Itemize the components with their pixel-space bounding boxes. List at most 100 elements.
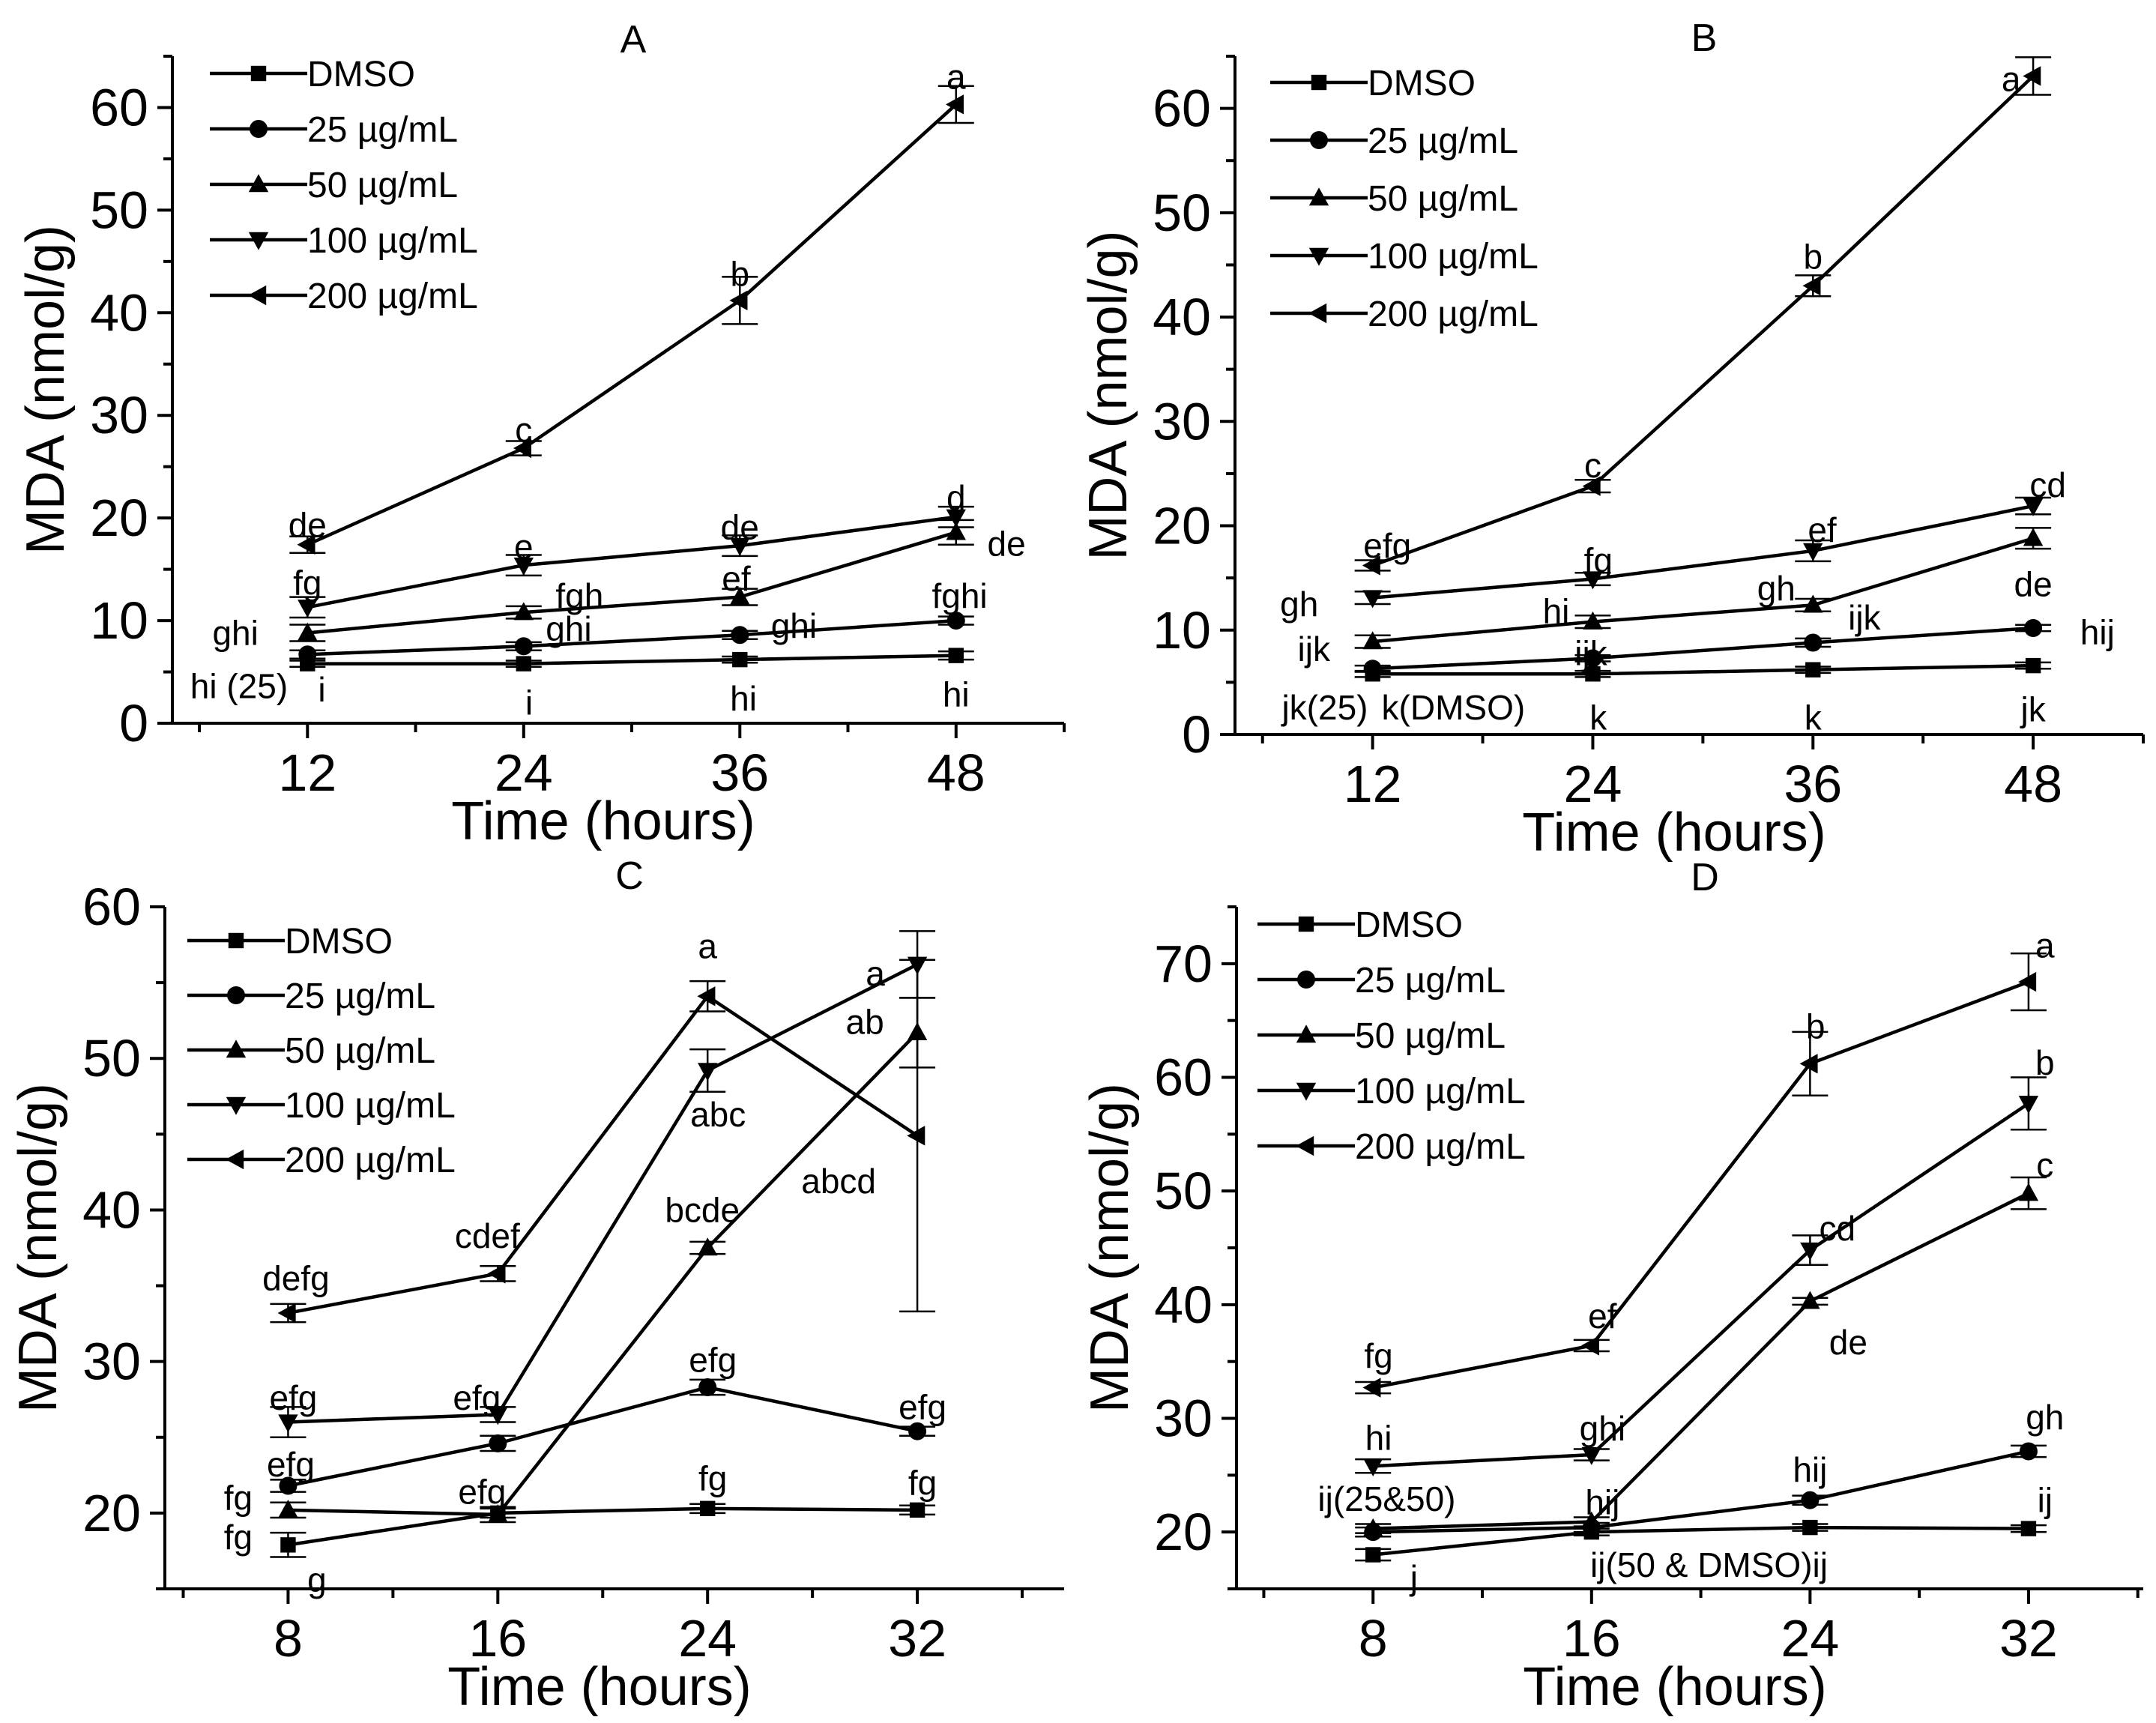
significance-label: k [1805, 698, 1823, 737]
legend-label: 50 µg/mL [1368, 179, 1518, 219]
data-point [278, 1500, 298, 1518]
data-point [1802, 1519, 1818, 1536]
data-point [2023, 498, 2044, 516]
legend-marker [1296, 1135, 1314, 1156]
y-tick-label: 10 [90, 591, 148, 650]
legend-marker [1308, 247, 1329, 266]
data-point [513, 438, 531, 459]
data-point [280, 1537, 296, 1553]
data-point [1804, 633, 1823, 652]
data-point [1580, 1336, 1599, 1356]
significance-label: d [946, 478, 966, 517]
legend-label: 100 µg/mL [1368, 237, 1539, 277]
y-axis-title: MDA (nmol/g) [1080, 1083, 1140, 1413]
legend-marker [226, 1096, 247, 1115]
series-4 [1354, 56, 2052, 576]
data-point [277, 1303, 296, 1324]
legend-marker [250, 65, 267, 82]
y-tick-label: 0 [119, 694, 148, 752]
x-axis-title: Time (hours) [447, 1657, 751, 1717]
panel-a: 0 10 20 30 40 50 60 12 24 36 48 Time (hours) MDA (nm… [16, 18, 1066, 851]
significance-label: hi [730, 679, 757, 718]
legend-marker [1296, 1082, 1317, 1101]
series-0 [1354, 657, 2052, 682]
series-line [307, 103, 958, 546]
legend-marker [248, 285, 267, 306]
data-point [946, 612, 965, 630]
significance-label: efg [1363, 526, 1411, 565]
data-point [2024, 618, 2043, 637]
data-point [1805, 662, 1821, 678]
x-axis-title: Time (hours) [1522, 803, 1826, 863]
series-line [307, 531, 957, 635]
series-line [1373, 1449, 2029, 1534]
legend-marker [1298, 916, 1314, 932]
data-point [1803, 594, 1823, 613]
legend-entry: DMSO [1270, 64, 1476, 103]
significance-label: cdef [455, 1216, 520, 1255]
legend-label: 200 µg/mL [1355, 1127, 1526, 1167]
panel-b: 0 10 20 30 40 50 60 12 24 36 48 Time (hours) MDA (nm… [1078, 16, 2145, 863]
panel-title: B [1691, 16, 1718, 60]
legend-entry: 200 µg/mL [187, 1141, 456, 1180]
legend-label: DMSO [1368, 64, 1476, 103]
significance-label: de [2014, 565, 2053, 604]
legend-entry: 200 µg/mL [1270, 295, 1539, 334]
significance-label: ef [722, 559, 751, 598]
legend-label: 25 µg/mL [307, 110, 458, 150]
legend-label: 200 µg/mL [1368, 295, 1539, 334]
significance-label: cd [1820, 1209, 1856, 1248]
y-tick-label: 50 [1154, 1162, 1213, 1220]
data-point [697, 1063, 718, 1081]
data-point [732, 651, 748, 668]
legend-entry: 100 µg/mL [210, 221, 478, 261]
data-point [730, 586, 750, 605]
significance-label: ghi [212, 614, 258, 653]
panel-title: C [615, 854, 644, 898]
significance-label: jk(25) [1280, 688, 1368, 727]
series-1 [289, 612, 974, 664]
y-tick-label: 30 [82, 1333, 141, 1391]
data-point [1800, 1291, 1820, 1309]
legend-label: 100 µg/mL [307, 221, 478, 261]
data-point [1799, 1054, 1818, 1074]
data-point [2019, 1442, 2038, 1461]
data-point [513, 602, 534, 621]
data-point [948, 648, 964, 663]
significance-label: ijk [1298, 630, 1331, 669]
data-point [945, 94, 964, 115]
y-tick-label: 20 [1153, 497, 1211, 555]
y-tick-label: 20 [1154, 1503, 1213, 1561]
x-tick-label: 24 [1564, 755, 1622, 813]
y-tick-label: 60 [82, 878, 141, 936]
y-axis-title: MDA (nmol/g) [1078, 230, 1138, 560]
y-tick-label: 10 [1153, 601, 1211, 660]
significance-label: bcde [665, 1190, 740, 1229]
significance-label: fg [698, 1458, 727, 1497]
y-tick-label: 50 [82, 1029, 141, 1087]
significance-label: gh [2026, 1398, 2064, 1437]
legend-label: 50 µg/mL [285, 1031, 435, 1071]
significance-label: hi (25) [190, 667, 288, 706]
data-point [1582, 476, 1601, 496]
x-tick-label: 16 [1562, 1609, 1621, 1668]
legend-label: 100 µg/mL [285, 1086, 456, 1126]
significance-label: i [525, 684, 533, 722]
data-point [1581, 1446, 1601, 1465]
data-point [699, 1500, 716, 1517]
significance-label: efg [899, 1387, 946, 1426]
data-point [697, 1237, 718, 1256]
legend-entry: 25 µg/mL [1257, 961, 1506, 1001]
series-2 [1354, 527, 2052, 650]
legend-label: 25 µg/mL [285, 977, 435, 1016]
data-point [731, 626, 749, 645]
legend-label: 100 µg/mL [1355, 1072, 1526, 1111]
data-point [908, 1422, 927, 1440]
series-1 [1355, 1442, 2047, 1542]
x-tick-label: 36 [1784, 755, 1842, 813]
legend-entry: 50 µg/mL [187, 1031, 435, 1071]
series-line [307, 515, 957, 609]
legend-marker [1311, 74, 1327, 91]
legend-entry: 200 µg/mL [1257, 1127, 1526, 1167]
